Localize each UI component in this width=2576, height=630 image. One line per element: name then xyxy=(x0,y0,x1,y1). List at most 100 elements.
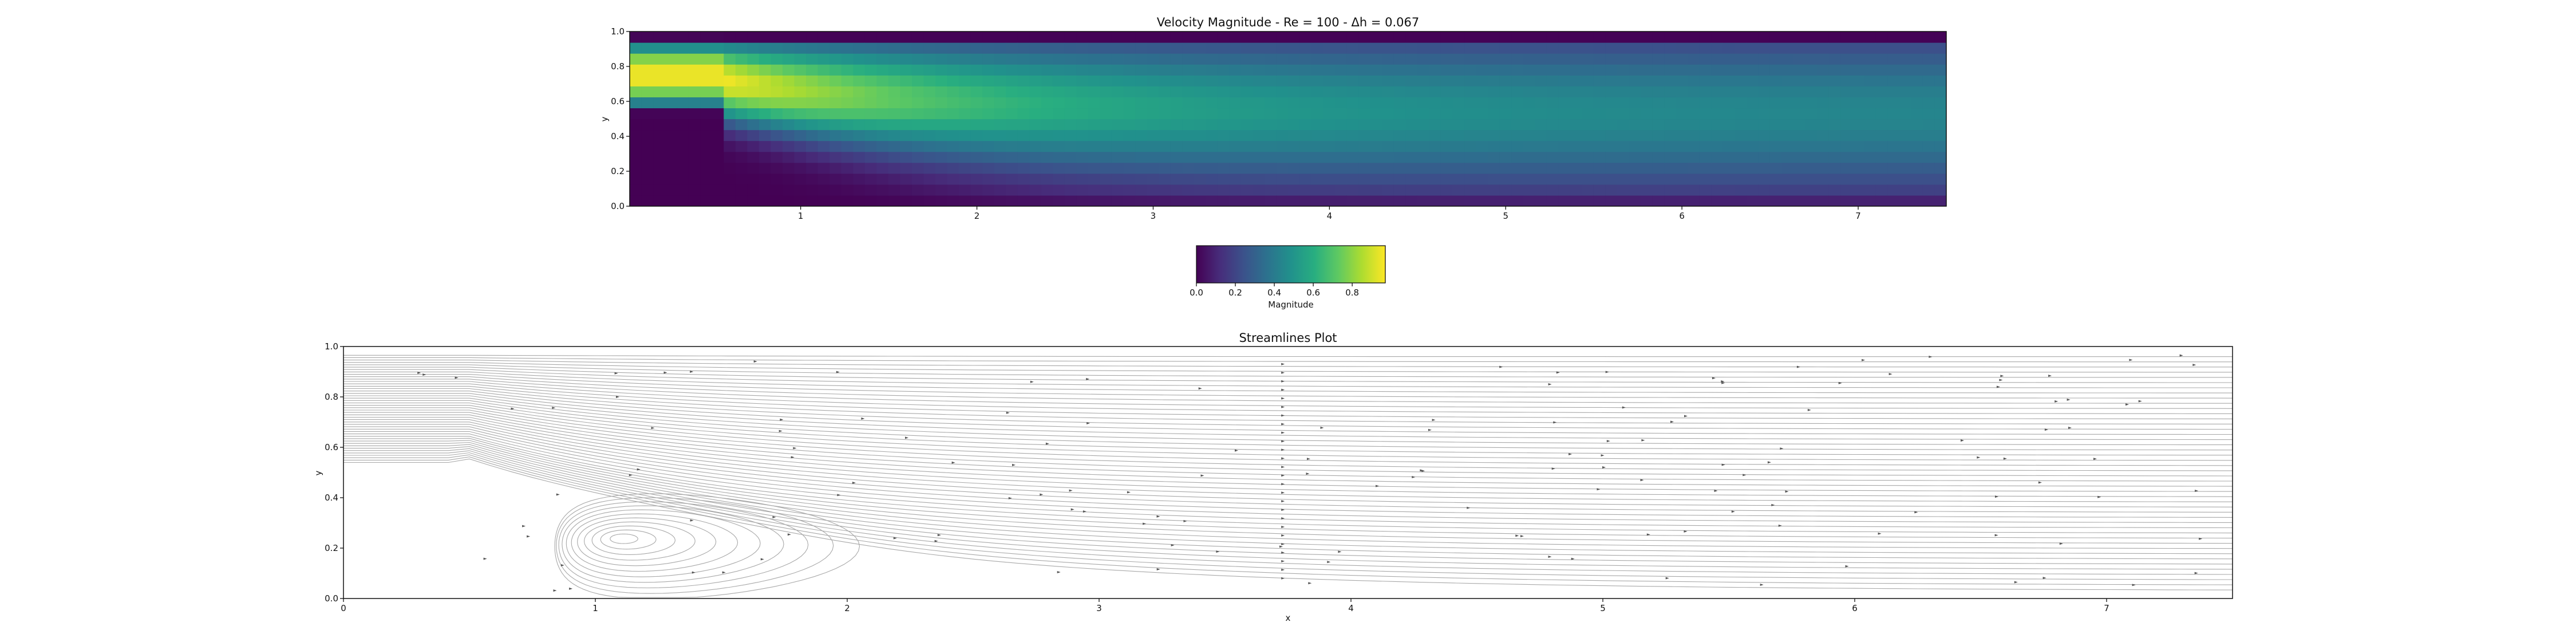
heatmap-cell xyxy=(1064,151,1077,163)
heatmap-cell xyxy=(1229,108,1242,120)
heatmap-cell xyxy=(1452,140,1465,152)
heatmap-cell xyxy=(1652,151,1665,163)
heatmap-cell xyxy=(947,75,959,86)
heatmap-cell xyxy=(1370,119,1382,131)
heatmap-cell xyxy=(1229,184,1242,196)
heatmap-cell xyxy=(841,108,854,120)
heatmap-cell xyxy=(853,129,866,141)
heatmap-cell xyxy=(1523,53,1535,65)
heatmap-cell xyxy=(1535,32,1547,43)
heatmap-cell xyxy=(677,86,689,97)
heatmap-cell xyxy=(1206,32,1218,43)
heatmap-cell xyxy=(1652,162,1665,174)
heatmap-cell xyxy=(1688,140,1700,152)
heatmap-cell xyxy=(1746,75,1759,86)
streamline-arrow xyxy=(1281,483,1285,486)
heatmap-cell xyxy=(1440,97,1453,109)
heatmap-cell xyxy=(911,75,924,86)
streamline-arrow xyxy=(937,534,941,537)
heatmap-cell xyxy=(970,32,983,43)
streamline-arrow xyxy=(1281,371,1285,374)
heatmap-cell xyxy=(1582,173,1594,185)
heatmap-cell xyxy=(1934,184,1946,196)
heatmap-cell xyxy=(829,151,842,163)
heatmap-cell xyxy=(1793,86,1806,97)
heatmap-cell xyxy=(1887,184,1900,196)
heatmap-cell xyxy=(1370,42,1382,54)
heatmap-cell xyxy=(688,42,701,54)
streamline xyxy=(343,454,2233,580)
heatmap-cell xyxy=(982,97,995,109)
streamline-arrow xyxy=(483,557,487,560)
heatmap-cell xyxy=(1934,162,1946,174)
heatmap-cell xyxy=(994,184,1006,196)
vortex-streamline xyxy=(577,517,717,566)
heatmap-cell xyxy=(1346,42,1359,54)
heatmap-cell xyxy=(1029,75,1042,86)
heatmap-cell xyxy=(1664,32,1677,43)
heatmap-cell xyxy=(817,173,830,185)
heatmap-cell xyxy=(959,140,971,152)
streamline xyxy=(343,393,2233,440)
heatmap-cell xyxy=(1676,184,1688,196)
heatmap-cell xyxy=(1911,162,1923,174)
heatmap-cell xyxy=(1370,75,1382,86)
heatmap-cell xyxy=(1382,53,1394,65)
streamline-arrow xyxy=(2067,398,2071,401)
heatmap-cell xyxy=(1605,140,1618,152)
heatmap-cell xyxy=(935,86,948,97)
heatmap-cell xyxy=(817,86,830,97)
heatmap-cell xyxy=(747,32,760,43)
heatmap-cell xyxy=(1206,97,1218,109)
streamline-arrow xyxy=(2059,542,2063,545)
heatmap-cell xyxy=(1217,151,1230,163)
heatmap-cell xyxy=(1582,75,1594,86)
heatmap-cell xyxy=(1875,86,1888,97)
heatmap-cell xyxy=(1064,97,1077,109)
heatmap-cell xyxy=(1699,75,1712,86)
heatmap-cell xyxy=(782,64,795,76)
heatmap-cell xyxy=(1393,32,1406,43)
heatmap-cell xyxy=(1676,173,1688,185)
streamline-arrow xyxy=(1281,397,1285,400)
streamline-arrow xyxy=(1684,415,1688,418)
heatmap-cell xyxy=(1711,75,1724,86)
heatmap-cell xyxy=(1147,151,1159,163)
heatmap-cell xyxy=(794,129,807,141)
heatmap-cell xyxy=(1476,53,1488,65)
heatmap-cell xyxy=(1370,140,1382,152)
heatmap-cell xyxy=(1323,173,1336,185)
heatmap-cell xyxy=(1076,86,1089,97)
heatmap-cell xyxy=(712,119,724,131)
streamline-arrow xyxy=(1670,420,1674,423)
heatmap-cell xyxy=(829,119,842,131)
heatmap-cell xyxy=(982,173,995,185)
streamline-arrow xyxy=(1520,535,1524,538)
heatmap-cell xyxy=(1264,97,1277,109)
heatmap-cell xyxy=(994,151,1006,163)
heatmap-cell xyxy=(1276,140,1289,152)
heatmap-cell xyxy=(677,195,689,206)
heatmap-cell xyxy=(1488,184,1500,196)
heatmap-cell xyxy=(1711,151,1724,163)
heatmap-cell xyxy=(1652,184,1665,196)
heatmap-cell xyxy=(665,140,677,152)
heatmap-cell xyxy=(1852,86,1864,97)
heatmap-cell xyxy=(1299,119,1312,131)
heatmap-cell xyxy=(1311,53,1324,65)
heatmap-cell xyxy=(1605,151,1618,163)
heatmap-cell xyxy=(888,140,900,152)
heatmap-cell xyxy=(923,119,936,131)
heatmap-cell xyxy=(994,97,1006,109)
heatmap-cell xyxy=(1276,151,1289,163)
heatmap-cell xyxy=(1323,151,1336,163)
heatmap-cell xyxy=(700,108,713,120)
heatmap-cell xyxy=(1781,195,1794,206)
streamline xyxy=(343,360,2233,368)
heatmap-cell xyxy=(853,195,866,206)
heatmap-cell xyxy=(1641,75,1653,86)
heatmap-cell xyxy=(1641,42,1653,54)
heatmap-cell xyxy=(1875,129,1888,141)
heatmap-cell xyxy=(1488,53,1500,65)
